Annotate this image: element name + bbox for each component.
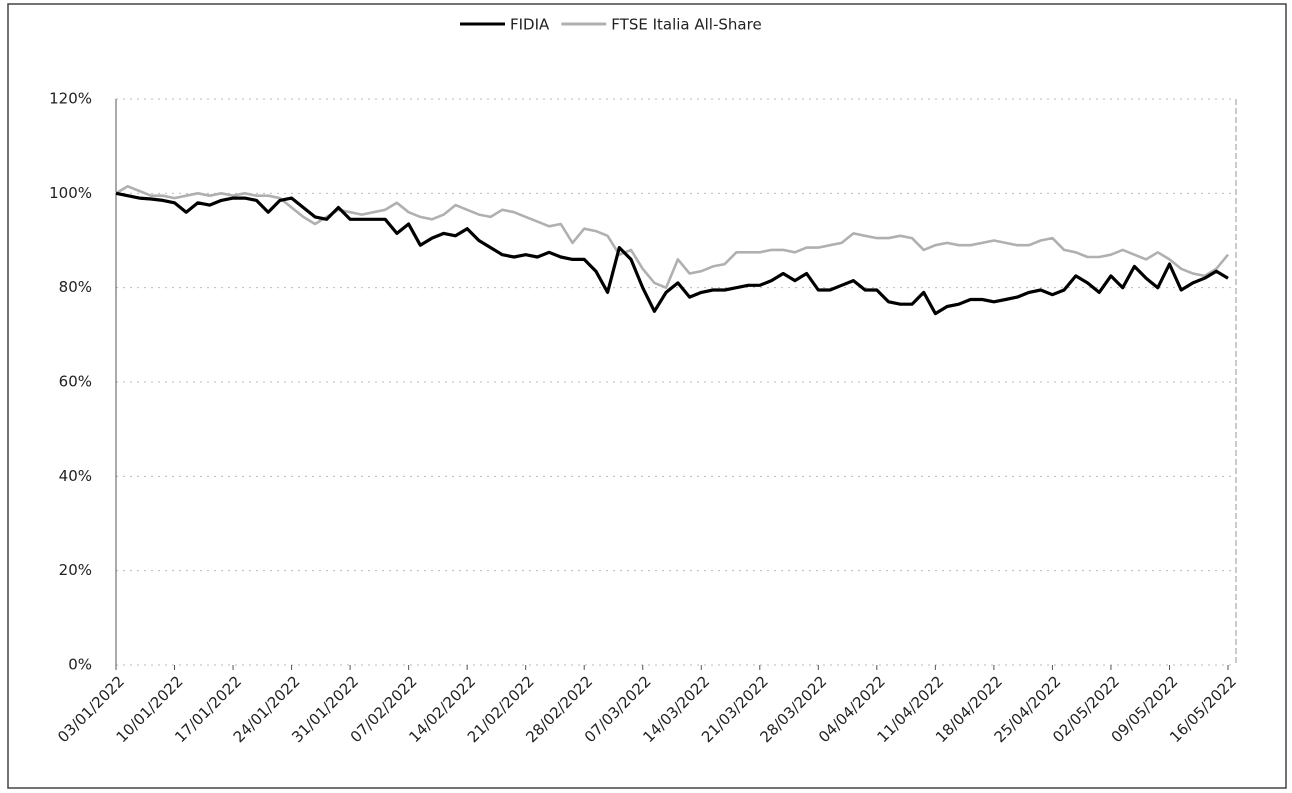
y-tick-label: 60% <box>59 373 92 391</box>
legend-label: FIDIA <box>510 16 550 34</box>
y-tick-label: 120% <box>49 90 92 108</box>
y-tick-label: 20% <box>59 561 92 579</box>
chart-frame <box>7 3 1287 789</box>
y-tick-label: 0% <box>68 656 92 674</box>
y-tick-label: 100% <box>49 184 92 202</box>
legend-label: FTSE Italia All-Share <box>611 16 761 34</box>
y-tick-label: 40% <box>59 467 92 485</box>
y-tick-label: 80% <box>59 278 92 296</box>
line-series <box>115 185 1230 290</box>
line-series <box>115 191 1229 316</box>
